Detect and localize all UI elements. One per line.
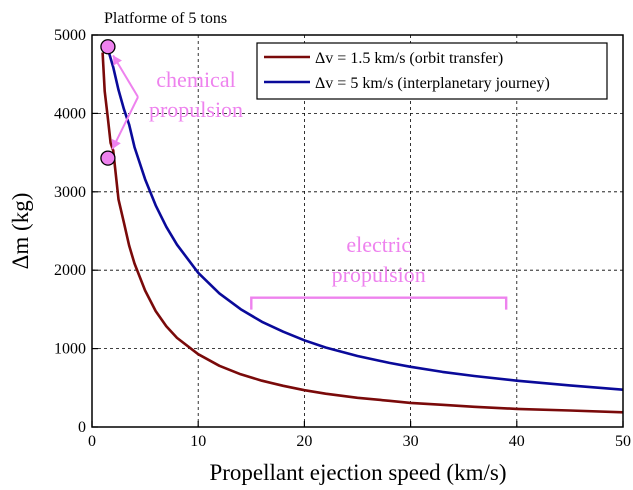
chemical-marker [100, 39, 116, 55]
chemical-marker [100, 150, 116, 166]
x-axis-label: Propellant ejection speed (km/s) [209, 460, 506, 485]
series-line-1 [101, 52, 623, 414]
legend: Δv = 1.5 km/s (orbit transfer) Δv = 5 km/… [256, 42, 608, 100]
x-tick-label: 20 [296, 433, 312, 450]
electric-label: electric [346, 232, 411, 257]
series-layer [101, 48, 623, 414]
y-axis-label: Δm (kg) [8, 193, 33, 270]
y-tick-label: 4000 [54, 105, 86, 122]
chemical-label: propulsion [149, 97, 243, 122]
x-tick-label: 10 [190, 433, 206, 450]
chemical-label: chemical [156, 67, 235, 92]
x-tick-label: 30 [403, 433, 419, 450]
chemical-arrow [111, 96, 139, 150]
legend-label: Δv = 1.5 km/s (orbit transfer) [315, 50, 503, 67]
x-tick-label: 50 [615, 433, 631, 450]
series-line-2 [106, 48, 623, 391]
y-tick-label: 5000 [54, 27, 86, 44]
plot-frame [91, 34, 624, 428]
chemical-arrowhead [113, 55, 122, 66]
chemical-arrowhead [111, 138, 121, 150]
electric-bracket [250, 296, 508, 310]
electric-label: propulsion [332, 262, 426, 287]
x-tick-label: 40 [509, 433, 525, 450]
legend-box [256, 42, 608, 100]
annotation-layer: chemical propulsion electric propulsion [100, 39, 508, 310]
y-tick-label: 1000 [54, 341, 86, 358]
legend-label: Δv = 5 km/s (interplanetary journey) [315, 75, 550, 92]
chart-title: Platforme of 5 tons [104, 10, 227, 27]
x-tick-label: 0 [88, 433, 96, 450]
y-tick-label: 0 [78, 419, 86, 436]
grid [92, 35, 623, 427]
y-tick-label: 2000 [54, 262, 86, 279]
ticks: 0 10 20 30 40 50 0 1000 2000 3000 4000 5000 [54, 27, 631, 450]
y-tick-label: 3000 [54, 184, 86, 201]
